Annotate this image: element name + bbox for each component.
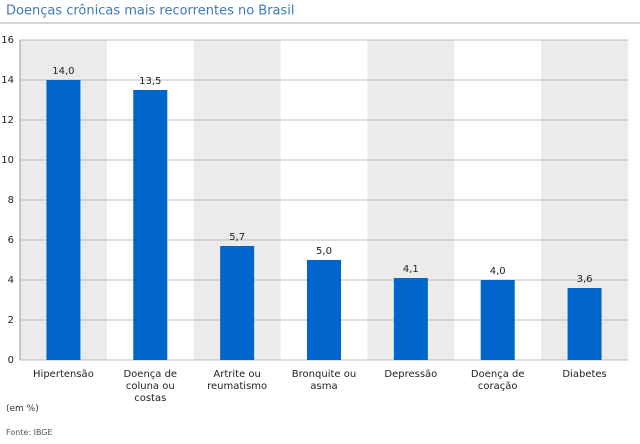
bar <box>393 278 428 360</box>
y-tick-label: 14 <box>1 75 14 86</box>
value-label: 3,6 <box>577 274 593 285</box>
bar <box>480 280 515 360</box>
x-tick-label: Bronquite ou asma <box>291 369 357 392</box>
value-label: 5,0 <box>316 246 332 257</box>
value-label: 14,0 <box>52 66 74 77</box>
bar <box>133 90 168 360</box>
value-label: 5,7 <box>229 232 245 243</box>
x-tick-label: Hipertensão <box>33 369 94 380</box>
value-label: 4,0 <box>490 266 506 277</box>
x-tick-label: Artrite ou reumatismo <box>207 369 268 392</box>
bar <box>46 80 81 360</box>
y-tick-label: 0 <box>8 355 14 366</box>
y-tick-label: 8 <box>8 195 14 206</box>
source: Fonte: IBGE <box>6 428 53 437</box>
bar <box>220 246 255 360</box>
x-tick-label: Doença de coluna ou costas <box>123 369 178 404</box>
y-tick-label: 10 <box>1 155 14 166</box>
chart-title: Doenças crônicas mais recorrentes no Bra… <box>6 4 295 19</box>
unit-note: (em %) <box>6 404 39 414</box>
y-tick-label: 12 <box>1 115 14 126</box>
y-tick-label: 4 <box>8 275 14 286</box>
bar <box>307 260 341 360</box>
value-label: 4,1 <box>403 264 419 275</box>
x-tick-label: Doença de coração <box>470 369 525 392</box>
y-tick-label: 6 <box>8 235 14 246</box>
x-tick-label: Depressão <box>384 369 438 380</box>
y-tick-label: 16 <box>1 35 14 46</box>
x-tick-label: Diabetes <box>562 369 607 380</box>
y-tick-label: 2 <box>8 315 14 326</box>
bar <box>567 288 602 360</box>
value-label: 13,5 <box>139 76 161 87</box>
